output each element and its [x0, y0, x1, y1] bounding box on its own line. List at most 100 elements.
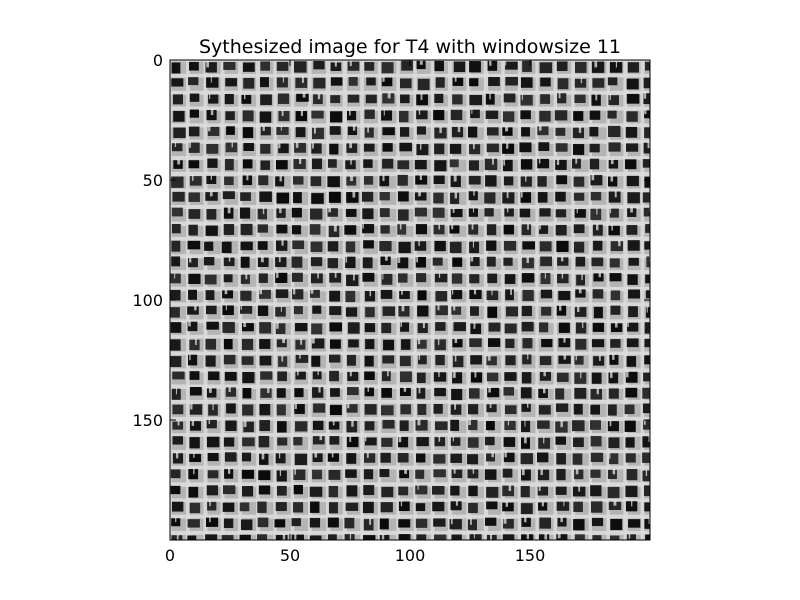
- thread-highlight: [212, 403, 214, 411]
- mesh-hole: [223, 518, 234, 528]
- mesh-hole: [242, 323, 254, 332]
- mesh-hole: [257, 208, 268, 220]
- mesh-hole: [520, 453, 533, 465]
- mesh-hole: [573, 111, 584, 121]
- mesh-hole: [382, 355, 395, 364]
- mesh-hole: [590, 175, 603, 186]
- mesh-hole: [626, 534, 636, 540]
- mesh-hole: [327, 176, 340, 188]
- mesh-hole: [608, 125, 621, 137]
- thread-highlight: [577, 306, 580, 312]
- mesh-hole: [488, 77, 500, 86]
- thread-highlight: [369, 289, 372, 297]
- mesh-hole: [345, 256, 356, 269]
- thread-highlight: [261, 452, 265, 460]
- thread-highlight: [645, 469, 648, 476]
- thread-vertical: [203, 60, 208, 540]
- mesh-hole: [397, 257, 409, 269]
- mesh-hole: [225, 78, 237, 87]
- mesh-hole: [484, 158, 498, 171]
- mesh-hole: [521, 517, 531, 527]
- mesh-hole: [381, 273, 393, 285]
- mesh-hole: [502, 518, 514, 529]
- mesh-hole: [361, 191, 374, 202]
- thread-highlight: [362, 223, 364, 229]
- mesh-hole: [484, 436, 495, 446]
- mesh-hole: [259, 339, 271, 349]
- mesh-hole: [241, 356, 254, 365]
- thread-highlight: [454, 403, 457, 410]
- mesh-hole: [574, 534, 585, 540]
- mesh-hole: [627, 208, 637, 217]
- mesh-hole: [364, 404, 377, 415]
- thread-highlight: [299, 353, 301, 359]
- mesh-hole: [502, 502, 514, 512]
- thread-highlight: [505, 126, 509, 132]
- mesh-hole: [502, 485, 515, 497]
- mesh-hole: [221, 535, 234, 540]
- mesh-hole: [414, 159, 427, 170]
- mesh-hole: [416, 387, 426, 399]
- mesh-hole: [625, 371, 638, 383]
- mesh-hole: [310, 273, 323, 284]
- mesh-hole: [590, 404, 601, 415]
- thread-highlight: [210, 76, 212, 83]
- mesh-hole: [610, 339, 621, 348]
- mesh-hole: [173, 160, 183, 169]
- mesh-hole: [327, 159, 337, 168]
- mesh-hole: [625, 387, 638, 398]
- mesh-hole: [204, 274, 217, 285]
- thread-highlight: [420, 93, 423, 100]
- mesh-hole: [470, 355, 482, 365]
- mesh-hole: [628, 289, 640, 299]
- mesh-hole: [381, 371, 391, 382]
- mesh-hole: [643, 77, 650, 89]
- mesh-hole: [645, 534, 650, 540]
- mesh-hole: [522, 241, 535, 250]
- mesh-hole: [327, 534, 337, 540]
- mesh-hole: [607, 486, 620, 499]
- mesh-hole: [329, 322, 342, 332]
- mesh-hole: [591, 257, 604, 267]
- mesh-hole: [187, 519, 200, 528]
- mesh-hole: [257, 305, 269, 316]
- thread-highlight: [596, 387, 599, 395]
- mesh-hole: [486, 240, 497, 251]
- thread-highlight: [543, 436, 545, 444]
- mesh-hole: [520, 110, 531, 120]
- mesh-hole: [416, 372, 426, 384]
- mesh-hole: [224, 469, 234, 479]
- thread-highlight: [312, 142, 314, 149]
- mesh-hole: [415, 503, 426, 512]
- thread-highlight: [333, 224, 337, 232]
- mesh-hole: [276, 339, 287, 348]
- thread-highlight: [557, 533, 561, 539]
- mesh-hole: [486, 256, 496, 267]
- mesh-hole: [589, 110, 601, 120]
- thread-highlight: [578, 485, 581, 492]
- thread-highlight: [175, 452, 179, 459]
- mesh-hole: [592, 322, 605, 332]
- thread-highlight: [313, 126, 316, 134]
- mesh-hole: [171, 223, 181, 234]
- mesh-hole: [259, 289, 271, 299]
- mesh-hole: [172, 421, 184, 430]
- mesh-hole: [557, 93, 567, 104]
- mesh-hole: [539, 241, 552, 252]
- thread-horizontal: [170, 73, 650, 78]
- mesh-hole: [434, 437, 446, 447]
- thread-vertical: [396, 60, 400, 540]
- thread-highlight: [382, 76, 385, 82]
- mesh-hole: [416, 273, 427, 283]
- thread-highlight: [191, 420, 195, 426]
- mesh-hole: [224, 452, 237, 462]
- mesh-hole: [435, 305, 448, 316]
- mesh-hole: [608, 437, 620, 449]
- thread-highlight: [417, 484, 419, 490]
- mesh-hole: [188, 160, 200, 169]
- mesh-hole: [328, 502, 338, 514]
- mesh-hole: [258, 435, 270, 448]
- mesh-hole: [484, 208, 494, 217]
- mesh-hole: [556, 501, 570, 511]
- mesh-hole: [293, 502, 304, 513]
